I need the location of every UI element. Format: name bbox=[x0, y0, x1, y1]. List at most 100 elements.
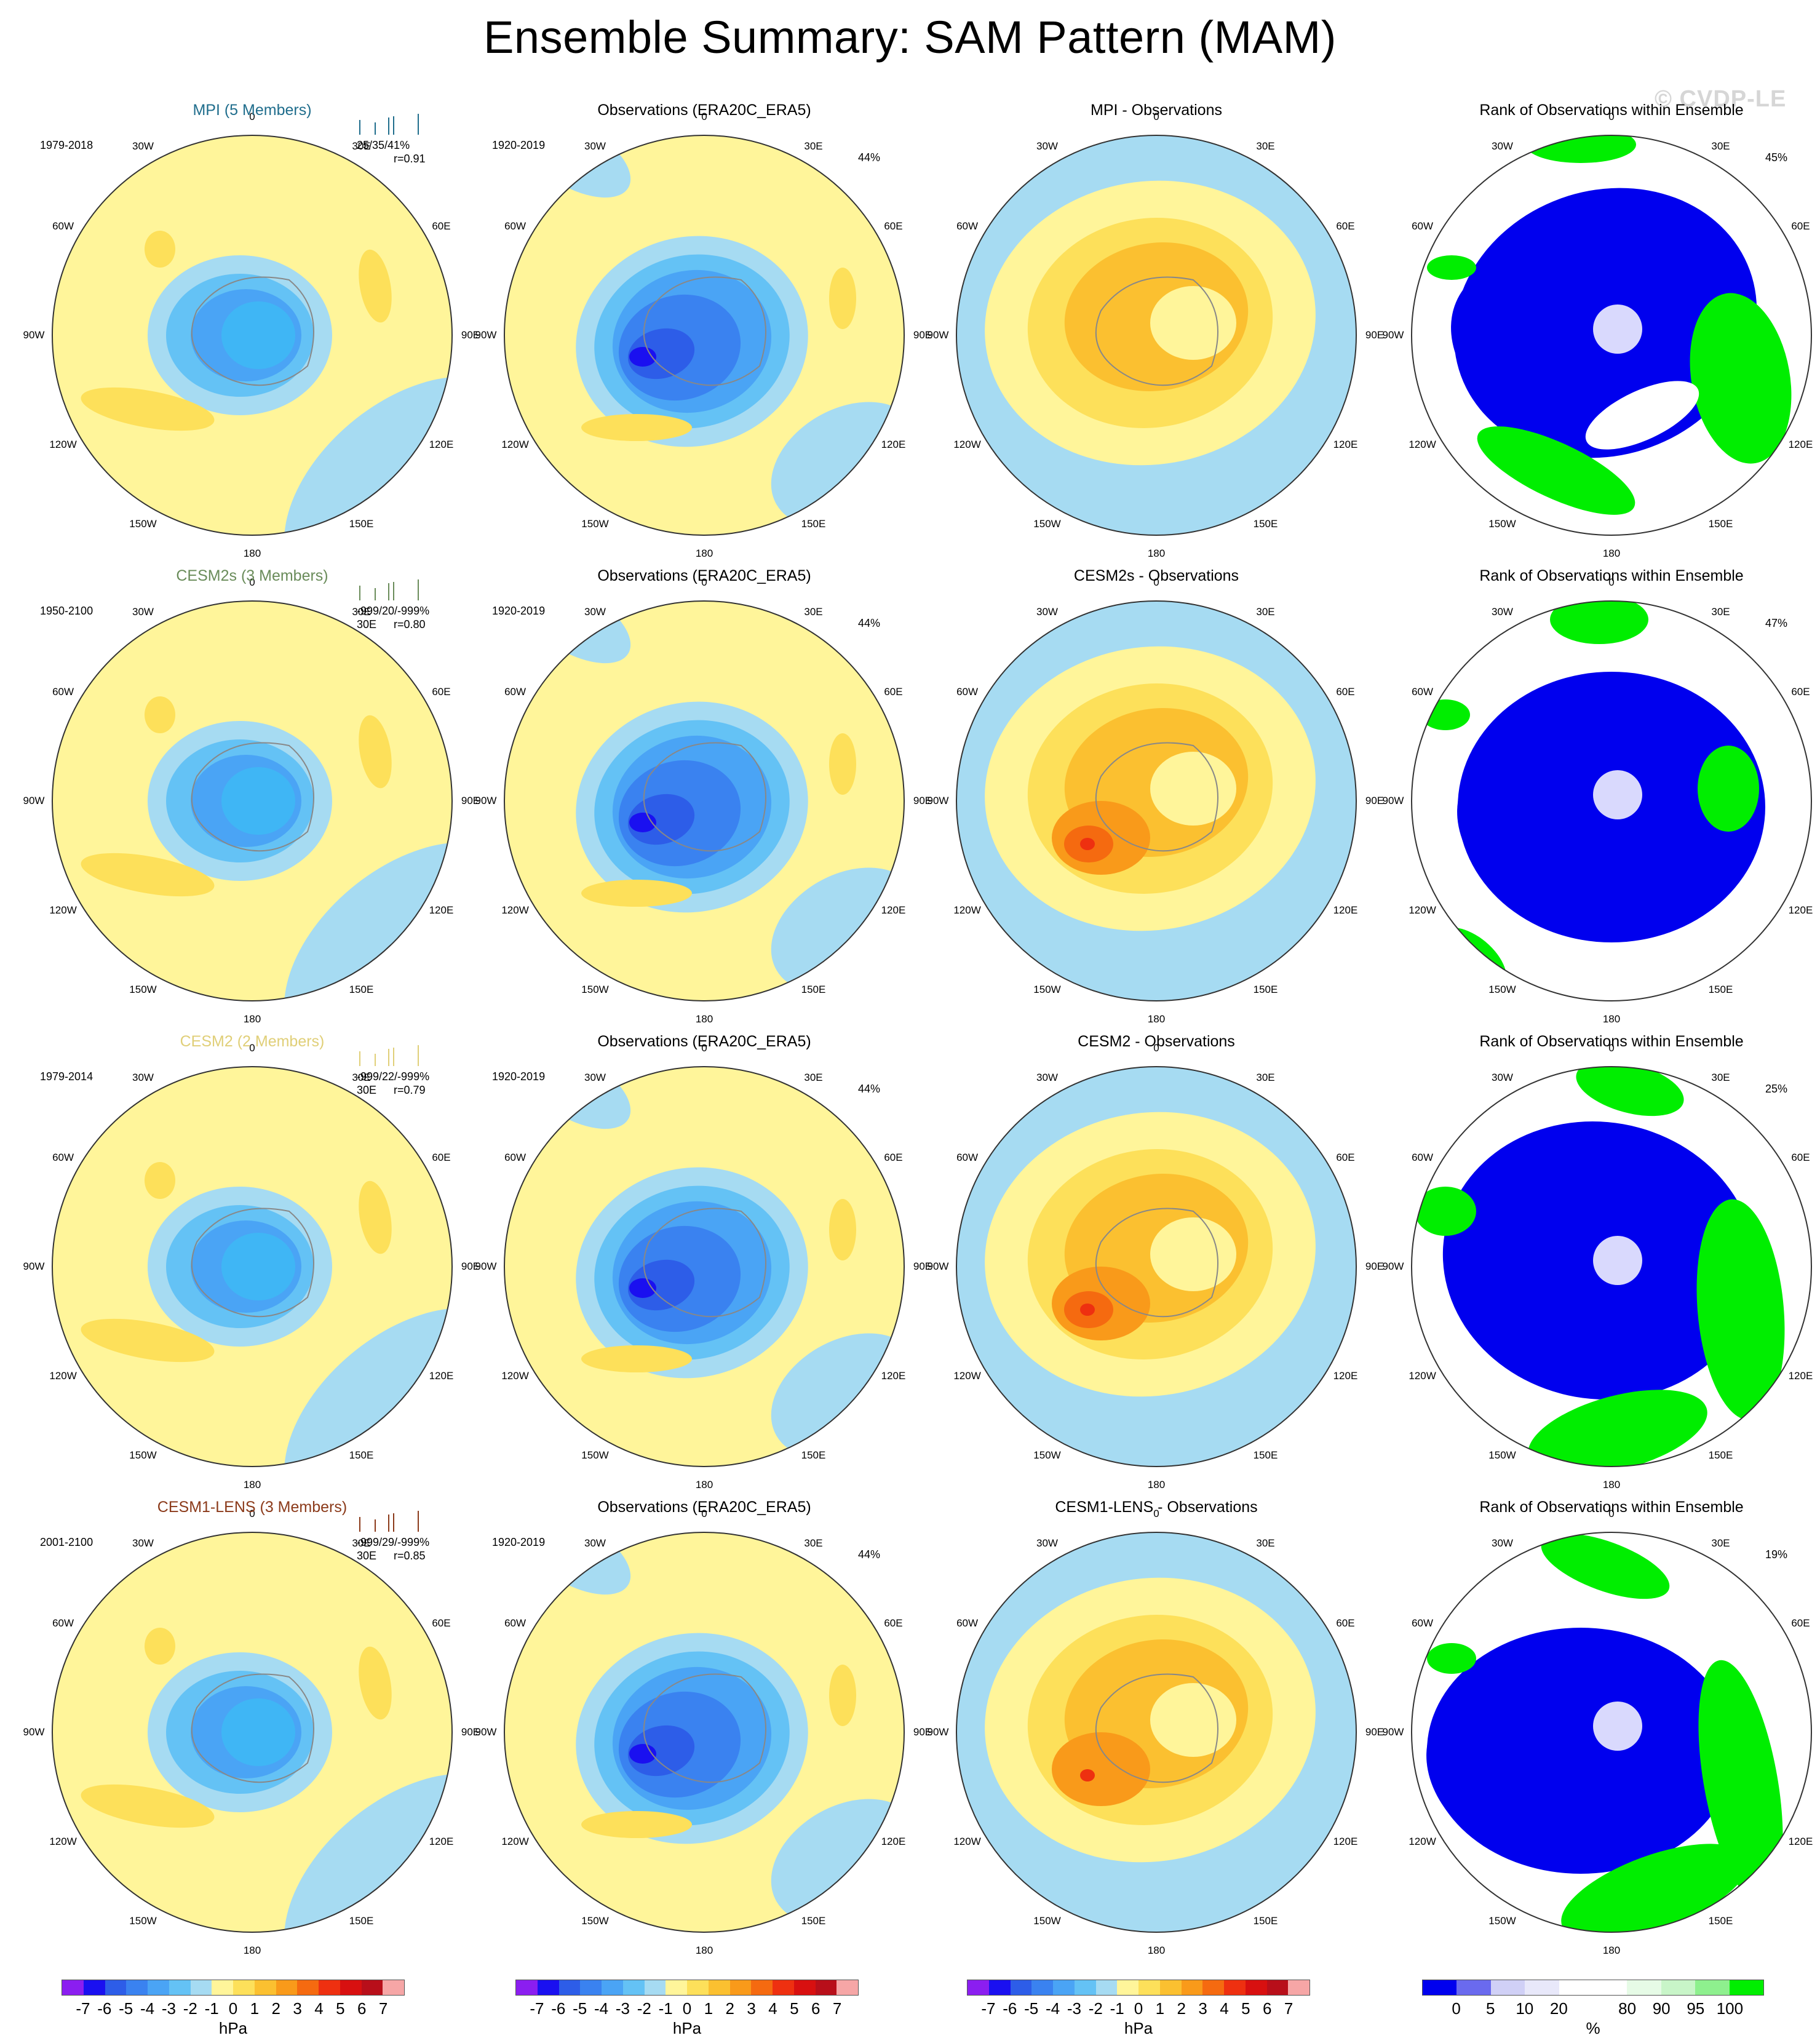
colorbar-swatch bbox=[1202, 1980, 1224, 1995]
longitude-label: 30W bbox=[1036, 605, 1058, 618]
map-boundary bbox=[956, 600, 1357, 1001]
longitude-label: 180 bbox=[695, 1013, 713, 1025]
longitude-label: 60W bbox=[504, 1617, 527, 1629]
model-title: CESM1-LENS (3 Members) bbox=[157, 1499, 348, 1516]
map-boundary bbox=[504, 1066, 905, 1467]
obs-map-svg bbox=[504, 600, 905, 1001]
longitude-label: 90W bbox=[1382, 329, 1404, 341]
diff-field bbox=[956, 1067, 1356, 1467]
longitude-label: 0 bbox=[249, 576, 255, 588]
colorbar-swatch bbox=[1288, 1980, 1309, 1995]
colorbar-tick-label: 100 bbox=[1716, 1999, 1744, 2018]
model-map-svg bbox=[52, 600, 453, 1001]
model-stats: -999/29/-999% bbox=[357, 1536, 430, 1548]
longitude-label: 120E bbox=[1788, 1369, 1813, 1382]
colorbar-swatch bbox=[1181, 1980, 1203, 1995]
model-stat-prefix: 30E bbox=[357, 1084, 377, 1096]
colorbar-swatch bbox=[1661, 1980, 1696, 1995]
diff-title: CESM1-LENS - Observations bbox=[1055, 1499, 1258, 1516]
colorbar-swatch bbox=[1593, 1980, 1627, 1995]
rank-title: Rank of Observations within Ensemble bbox=[1479, 567, 1744, 584]
longitude-label: 60E bbox=[884, 220, 903, 232]
rank-map-svg bbox=[1411, 135, 1812, 536]
colorbar-swatch bbox=[773, 1980, 794, 1995]
antarctic-coastline bbox=[643, 276, 766, 386]
obs-percent: 44% bbox=[858, 617, 881, 629]
longitude-label: 150E bbox=[1708, 1915, 1733, 1927]
longitude-label: 120W bbox=[501, 1835, 529, 1847]
map-boundary bbox=[504, 135, 905, 536]
longitude-label: 180 bbox=[243, 1013, 261, 1025]
longitude-label: 150E bbox=[1253, 1915, 1278, 1927]
longitude-label: 90W bbox=[927, 329, 949, 341]
colorbar-swatch bbox=[1423, 1980, 1457, 1995]
longitude-label: 180 bbox=[1147, 547, 1166, 559]
colorbar-swatch bbox=[169, 1980, 191, 1995]
model-field bbox=[52, 601, 452, 1001]
longitude-label: 30E bbox=[352, 1537, 371, 1549]
colorbar-swatch bbox=[1245, 1980, 1267, 1995]
rank-map-svg bbox=[1411, 1532, 1812, 1933]
longitude-label: 0 bbox=[701, 1508, 707, 1519]
longitude-label: 150E bbox=[801, 984, 826, 996]
longitude-label: 30W bbox=[1036, 1071, 1058, 1083]
longitude-label: 150W bbox=[581, 1449, 609, 1462]
colorbar-swatch bbox=[361, 1980, 383, 1995]
model-field bbox=[52, 1532, 452, 1932]
model-title: MPI (5 Members) bbox=[193, 102, 312, 119]
longitude-label: 0 bbox=[1608, 1042, 1615, 1054]
model-field bbox=[52, 135, 452, 535]
colorbar-swatch bbox=[1559, 1980, 1594, 1995]
map-boundary bbox=[1411, 600, 1812, 1001]
longitude-label: 180 bbox=[1147, 1013, 1166, 1025]
longitude-label: 150W bbox=[1488, 518, 1516, 530]
rank-field bbox=[1412, 135, 1811, 535]
longitude-label: 90W bbox=[1382, 1260, 1404, 1272]
longitude-label: 30E bbox=[1256, 1071, 1275, 1083]
longitude-label: 90E bbox=[1365, 1726, 1385, 1738]
colorbar-tick-label: 4 bbox=[314, 1999, 324, 2018]
colorbar-swatch bbox=[580, 1980, 602, 1995]
colorbar-swatch bbox=[793, 1980, 816, 1995]
antarctic-coastline bbox=[1095, 1673, 1218, 1783]
obs-period: 1920-2019 bbox=[492, 1070, 546, 1083]
model-map-row3 bbox=[37, 1051, 467, 1482]
longitude-label: 60E bbox=[1791, 1617, 1810, 1629]
colorbar-tick-label: 1 bbox=[704, 1999, 713, 2018]
longitude-label: 120W bbox=[953, 904, 981, 916]
antarctic-coastline bbox=[191, 742, 314, 852]
colorbar-swatch bbox=[1117, 1980, 1138, 1995]
colorbar-swatch bbox=[1138, 1980, 1160, 1995]
longitude-label: 30W bbox=[1036, 140, 1058, 152]
longitude-label: 150E bbox=[1708, 1449, 1733, 1462]
map-boundary bbox=[956, 135, 1357, 536]
rank-title: Rank of Observations within Ensemble bbox=[1479, 1499, 1744, 1516]
antarctic-coastline bbox=[191, 1208, 314, 1318]
colorbar-tick-label: 0 bbox=[1452, 1999, 1461, 2018]
colorbar-swatch bbox=[319, 1980, 340, 1995]
rank-percent: 19% bbox=[1765, 1548, 1788, 1561]
rank-percent: 47% bbox=[1765, 617, 1788, 629]
colorbar-swatch bbox=[233, 1980, 255, 1995]
longitude-label: 30W bbox=[584, 1537, 606, 1549]
longitude-label: 0 bbox=[701, 1042, 707, 1054]
colorbar-tick-label: 2 bbox=[271, 1999, 280, 2018]
longitude-label: 90E bbox=[913, 329, 932, 341]
longitude-label: 150E bbox=[1253, 518, 1278, 530]
longitude-label: 60W bbox=[1412, 1617, 1434, 1629]
longitude-label: 120W bbox=[49, 438, 77, 450]
longitude-label: 90E bbox=[1365, 329, 1385, 341]
colorbar-swatch bbox=[276, 1980, 298, 1995]
antarctic-coastline bbox=[191, 1673, 314, 1783]
longitude-label: 180 bbox=[243, 547, 261, 559]
colorbar-unit: hPa bbox=[672, 2019, 702, 2037]
obs-title: Observations (ERA20C_ERA5) bbox=[597, 567, 811, 584]
longitude-label: 120E bbox=[429, 438, 454, 450]
colorbar-swatch bbox=[1010, 1980, 1032, 1995]
longitude-label: 120E bbox=[881, 904, 906, 916]
longitude-label: 180 bbox=[695, 547, 713, 559]
rank-field bbox=[1412, 601, 1811, 1001]
longitude-label: 120E bbox=[429, 1369, 454, 1382]
antarctic-coastline bbox=[1095, 1208, 1218, 1318]
longitude-label: 150W bbox=[581, 1915, 609, 1927]
